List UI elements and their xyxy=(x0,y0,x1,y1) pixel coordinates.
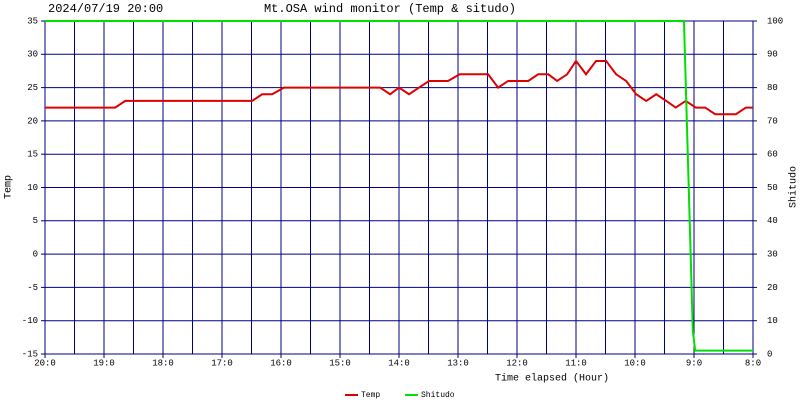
y2-tick-label: 70 xyxy=(767,116,778,126)
x-axis-label: Time elapsed (Hour) xyxy=(495,373,609,385)
legend-label: Temp xyxy=(361,391,380,400)
data-line xyxy=(45,59,753,116)
x-tick-label: 12:0 xyxy=(506,358,528,368)
x-tick-label: 10:0 xyxy=(624,358,646,368)
chart-title: Mt.OSA wind monitor (Temp & situdo) xyxy=(264,2,516,16)
x-tick-label: 16:0 xyxy=(270,358,292,368)
y-tick-label: 0 xyxy=(33,249,38,259)
x-tick-label: 9:0 xyxy=(686,358,702,368)
y-axis-label: Temp xyxy=(4,175,15,199)
timestamp: 2024/07/19 20:00 xyxy=(48,2,163,16)
x-tick-label: 15:0 xyxy=(329,358,351,368)
x-tick-label: 13:0 xyxy=(447,358,469,368)
y-tick-label: 20 xyxy=(27,116,38,126)
y-tick-label: 25 xyxy=(27,83,38,93)
y-tick-label: 5 xyxy=(33,216,38,226)
y2-tick-label: 90 xyxy=(767,50,778,60)
y-tick-label: 15 xyxy=(27,150,38,160)
y2-tick-label: 50 xyxy=(767,183,778,193)
y2-tick-label: 40 xyxy=(767,216,778,226)
y2-tick-label: 30 xyxy=(767,249,778,259)
y-tick-label: -10 xyxy=(22,316,38,326)
x-tick-label: 19:0 xyxy=(93,358,115,368)
x-tick-label: 18:0 xyxy=(152,358,174,368)
y2-tick-label: 80 xyxy=(767,83,778,93)
x-tick-label: 17:0 xyxy=(211,358,233,368)
x-tick-label: 11:0 xyxy=(565,358,587,368)
x-tick-label: 14:0 xyxy=(388,358,410,368)
y-tick-label: -5 xyxy=(27,283,38,293)
y-tick-label: 35 xyxy=(27,16,38,26)
y2-tick-label: 0 xyxy=(767,349,772,359)
legend-label: Shitudo xyxy=(421,391,455,400)
y-tick-label: 10 xyxy=(27,183,38,193)
y-tick-label: 30 xyxy=(27,50,38,60)
x-tick-label: 8:0 xyxy=(745,358,761,368)
data-line xyxy=(45,20,753,352)
x-tick-label: 20:0 xyxy=(34,358,56,368)
y2-axis-label: Shitudo xyxy=(788,166,800,208)
y2-tick-label: 20 xyxy=(767,283,778,293)
y-tick-label: -15 xyxy=(22,349,38,359)
y2-tick-label: 10 xyxy=(767,316,778,326)
y2-tick-label: 60 xyxy=(767,150,778,160)
y2-tick-label: 100 xyxy=(767,16,783,26)
